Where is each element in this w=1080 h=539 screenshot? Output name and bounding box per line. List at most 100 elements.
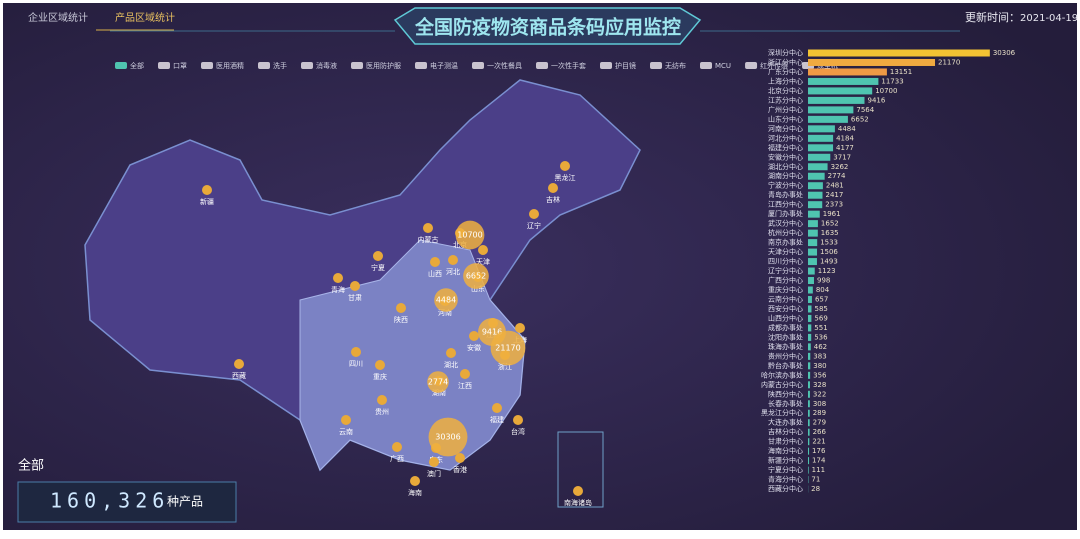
tab[interactable]: 企业区域统计: [28, 11, 88, 24]
province-label: 山西: [428, 269, 442, 278]
province-label: 福建: [490, 415, 504, 424]
value-label: 4177: [836, 144, 854, 152]
category-label: 吉林分中心: [768, 427, 803, 436]
category-label: 天津分中心: [768, 247, 803, 256]
bar: [808, 144, 833, 151]
province-label: 陕西: [394, 315, 408, 324]
map-pin: [375, 360, 385, 370]
update-label: 更新时间：: [965, 10, 1020, 24]
filter-label[interactable]: 全部: [130, 61, 144, 70]
value-label: 3717: [833, 153, 851, 161]
filter-label[interactable]: 消毒液: [316, 61, 337, 70]
province-label: 安徽: [467, 343, 481, 352]
bar: [808, 201, 822, 208]
value-label: 585: [815, 305, 828, 313]
bar: [808, 106, 853, 113]
province-label: 新疆: [200, 197, 214, 206]
bar: [808, 400, 810, 407]
province-label: 黑龙江: [555, 173, 576, 182]
category-label: 深圳分中心: [768, 48, 803, 57]
category-label: 成都办事处: [768, 323, 803, 332]
bar: [808, 391, 810, 398]
province-label: 辽宁: [527, 221, 541, 230]
map-pin: [373, 251, 383, 261]
filter-swatch[interactable]: [700, 62, 712, 69]
filter-swatch[interactable]: [415, 62, 427, 69]
map-pin: [513, 415, 523, 425]
category-label: 珠海办事处: [768, 342, 803, 351]
bar: [808, 182, 823, 189]
filter-swatch[interactable]: [301, 62, 313, 69]
value-label: 2373: [825, 201, 843, 209]
category-label: 西藏分中心: [768, 484, 803, 493]
province-label: 宁夏: [371, 263, 385, 272]
bar: [808, 287, 813, 294]
bar: [808, 97, 864, 104]
filter-label[interactable]: 无纺布: [665, 61, 686, 70]
value-label: 569: [814, 314, 827, 322]
title: 全国防疫物资商品条码应用监控: [414, 16, 681, 39]
total-value: 160,326: [50, 489, 169, 513]
province-label: 甘肃: [348, 293, 362, 302]
total-unit: 种产品: [167, 495, 203, 509]
bar: [808, 372, 810, 379]
category-label: 上海分中心: [768, 76, 803, 85]
value-label: 2774: [828, 172, 846, 180]
value-label: 1652: [821, 220, 839, 228]
category-label: 湖北分中心: [768, 162, 803, 171]
map-pin: [430, 257, 440, 267]
map-pin: [377, 395, 387, 405]
value-label: 10700: [875, 87, 897, 95]
filter-swatch[interactable]: [115, 62, 127, 69]
map-pin: [560, 161, 570, 171]
filter-swatch[interactable]: [258, 62, 270, 69]
value-label: 1533: [820, 239, 838, 247]
filter-label[interactable]: 洗手: [273, 61, 287, 70]
category-label: 新疆分中心: [768, 456, 803, 465]
category-label: 辽宁分中心: [768, 266, 803, 275]
filter-label[interactable]: 医用防护服: [366, 61, 401, 70]
bar: [808, 135, 833, 142]
bar: [808, 334, 811, 341]
value-label: 9416: [867, 96, 885, 104]
filter-label[interactable]: 一次性手套: [551, 61, 586, 70]
filter-label[interactable]: 电子测温: [430, 61, 458, 70]
bar: [808, 230, 818, 237]
bar: [808, 448, 809, 455]
tab[interactable]: 产品区域统计: [115, 11, 175, 24]
category-label: 青岛办事处: [768, 190, 803, 199]
value-label: 4184: [836, 134, 854, 142]
filter-swatch[interactable]: [201, 62, 213, 69]
province-label: 河北: [446, 268, 460, 276]
bar: [808, 296, 812, 303]
value-label: 221: [812, 438, 825, 446]
filter-label[interactable]: 医用酒精: [216, 61, 244, 70]
value-label: 21170: [938, 58, 960, 66]
filter-swatch[interactable]: [600, 62, 612, 69]
map-pin: [410, 476, 420, 486]
filter-swatch[interactable]: [351, 62, 363, 69]
map-pin: [341, 415, 351, 425]
filter-label[interactable]: 护目镜: [615, 61, 636, 70]
filter-label[interactable]: 一次性餐具: [487, 61, 522, 70]
value-label: 11733: [881, 77, 903, 85]
filter-swatch[interactable]: [536, 62, 548, 69]
filter-label[interactable]: 口罩: [173, 62, 187, 70]
bar: [808, 239, 817, 246]
bar: [808, 78, 878, 85]
province-label: 西藏: [232, 371, 246, 380]
category-label: 福建分中心: [768, 143, 803, 152]
filter-swatch[interactable]: [745, 62, 757, 69]
filter-swatch[interactable]: [158, 62, 170, 69]
value-label: 71: [811, 476, 820, 484]
filter-swatch[interactable]: [650, 62, 662, 69]
filter-swatch[interactable]: [472, 62, 484, 69]
value-label: 266: [813, 428, 827, 436]
bar: [808, 324, 811, 331]
bar: [808, 315, 811, 322]
filter-label[interactable]: MCU: [715, 62, 731, 70]
map-pin: [423, 223, 433, 233]
category-label: 重庆分中心: [768, 285, 803, 294]
value-label: 174: [812, 457, 826, 465]
bubble-label: 21170: [495, 344, 520, 353]
